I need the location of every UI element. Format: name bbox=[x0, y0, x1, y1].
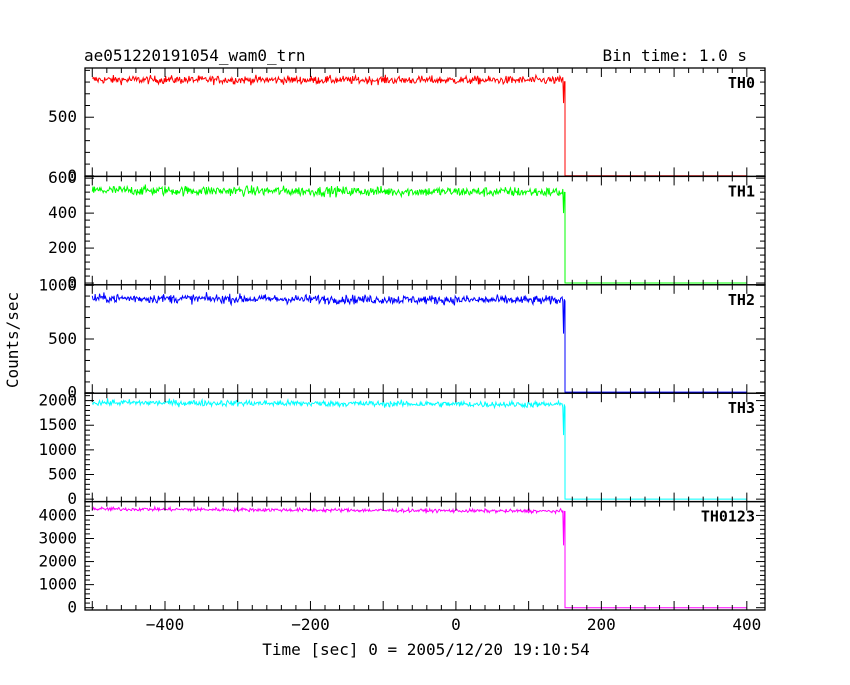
y-tick-label: 2000 bbox=[38, 552, 77, 571]
bin-time-label: Bin time: 1.0 s bbox=[603, 46, 748, 65]
y-tick-label: 1500 bbox=[38, 415, 77, 434]
panel-label-th1: TH1 bbox=[728, 182, 755, 200]
y-tick-label: 500 bbox=[48, 465, 77, 484]
y-tick-label: 0 bbox=[67, 166, 77, 185]
panel-th0: 0 500 TH0 bbox=[48, 67, 766, 185]
y-tick-label: 0 bbox=[67, 598, 77, 617]
y-tick-label: 400 bbox=[48, 203, 77, 222]
y-tick-label: 1000 bbox=[38, 440, 77, 459]
y-tick-label: 500 bbox=[48, 107, 77, 126]
y-tick-label: 1000 bbox=[38, 275, 77, 294]
x-axis: −400 −200 0 200 400 bbox=[146, 615, 762, 634]
panel-frame bbox=[84, 392, 766, 503]
x-tick-label: 400 bbox=[732, 615, 761, 634]
series-line-th3 bbox=[91, 397, 747, 500]
panel-label-th3: TH3 bbox=[728, 399, 755, 417]
chart-title: ae051220191054_wam0_trn bbox=[84, 46, 306, 65]
panel-frame bbox=[84, 67, 766, 178]
panel-th1: 0 200 400 600 TH1 bbox=[48, 168, 766, 292]
panel-label-th0123: TH0123 bbox=[701, 508, 755, 526]
x-tick-label: −400 bbox=[146, 615, 185, 634]
panel-frame bbox=[84, 500, 766, 611]
x-tick-label: 0 bbox=[451, 615, 461, 634]
y-tick-label: 2000 bbox=[38, 391, 77, 410]
panel-th3: 0 500 1000 1500 2000 TH3 bbox=[38, 391, 766, 508]
x-tick-label: 200 bbox=[587, 615, 616, 634]
y-axis-label: Counts/sec bbox=[3, 292, 22, 388]
x-tick-label: −200 bbox=[291, 615, 330, 634]
panel-th2: 0 500 1000 TH2 bbox=[38, 275, 766, 402]
y-tick-label: 1000 bbox=[38, 575, 77, 594]
x-axis-label: Time [sec] 0 = 2005/12/20 19:10:54 bbox=[262, 640, 590, 659]
series-line-th1 bbox=[91, 184, 747, 284]
panels-group: 0 500 TH0 0 200 400 600 TH1 0 500 1000 TH2 0 500 1000 1… bbox=[38, 67, 766, 617]
y-tick-label: 0 bbox=[67, 383, 77, 402]
panel-th0123: 0 1000 2000 3000 4000 TH0123 bbox=[38, 500, 766, 617]
y-tick-label: 3000 bbox=[38, 529, 77, 548]
y-tick-label: 0 bbox=[67, 489, 77, 508]
y-tick-label: 0 bbox=[67, 273, 77, 292]
y-tick-label: 600 bbox=[48, 168, 77, 187]
y-tick-label: 4000 bbox=[38, 505, 77, 524]
series-line-th0 bbox=[91, 73, 747, 177]
series-line-th2 bbox=[91, 292, 747, 393]
y-tick-label: 500 bbox=[48, 329, 77, 348]
panel-label-th0: TH0 bbox=[728, 74, 755, 92]
series-line-th0123 bbox=[91, 505, 747, 609]
y-tick-label: 200 bbox=[48, 238, 77, 257]
panel-label-th2: TH2 bbox=[728, 291, 755, 309]
